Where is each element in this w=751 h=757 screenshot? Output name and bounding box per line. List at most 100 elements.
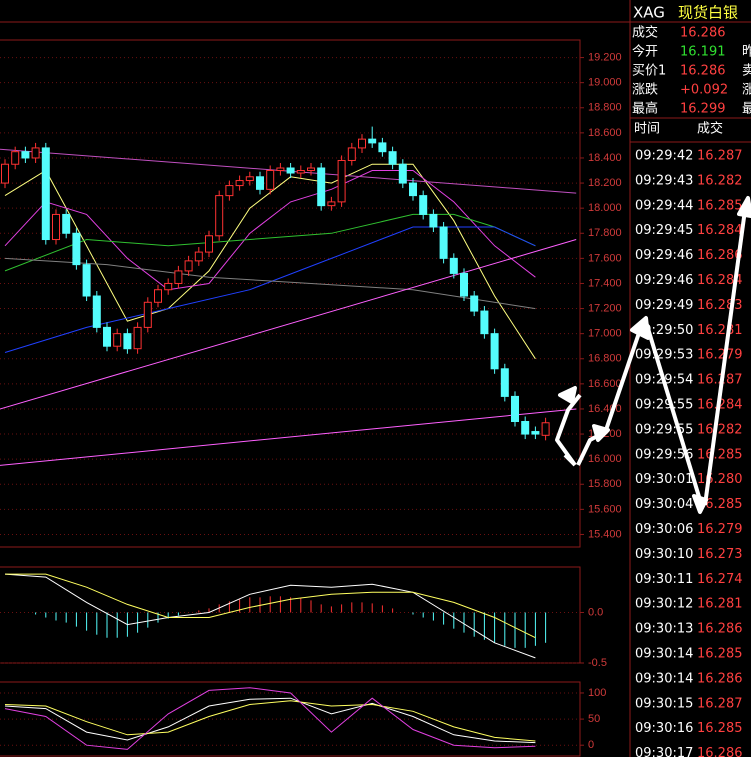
quote-value: 16.299 [680,102,726,117]
indicator-line [4,573,536,659]
quote-label-cut: 昨 [742,45,751,60]
trade-time: 09:29:42 [635,149,693,164]
arrow [644,321,702,501]
trade-price: 16.274 [697,572,743,587]
y-tick-label: 15.600 [588,503,622,515]
trade-price: 16.286 [697,671,743,686]
candle-body [521,421,530,435]
candle-body [541,422,550,436]
trade-price: 16.281 [697,597,743,612]
candle-body [245,176,254,182]
arrow-annotations [555,196,751,514]
y-tick-label: 18.200 [588,177,622,189]
candle-body [531,431,540,435]
y-tick-label: -0.5 [588,657,607,669]
trade-time: 09:29:55 [635,422,693,437]
candle-body [358,138,366,149]
quote-label: 今开 [632,44,658,60]
trade-time: 09:30:06 [635,522,693,537]
candle-body [215,195,224,237]
trade-time: 09:29:46 [635,248,693,263]
indicator-line [5,573,536,639]
candle-body [266,170,275,190]
quote-label-cut: 卖 [742,64,751,79]
y-tick-label: 0 [588,739,594,751]
quote-label: 最高 [632,101,658,117]
candle-body [52,213,60,241]
symbol: XAG [633,4,665,22]
candle-body [429,213,438,228]
chart-layer: 15.40015.60015.80016.00016.20016.40016.6… [0,4,751,757]
instrument-name: 现货白银 [678,4,738,22]
trade-time: 09:29:46 [635,273,693,288]
y-tick-label: 17.000 [588,328,622,340]
trade-price: 16.281 [697,323,743,338]
candle-body [388,151,397,165]
quote-value: 16.286 [680,26,726,41]
trade-time: 09:30:13 [635,622,693,637]
trade-time: 09:30:10 [635,547,693,562]
indicator-line [4,697,536,744]
arrow [604,329,642,431]
trade-price: 16.287 [697,149,743,164]
candle-body [103,326,111,347]
trade-price: 16.282 [697,422,743,437]
arrow [703,209,747,506]
candle-body [11,151,20,165]
quote-value: +0.092 [680,83,728,98]
y-tick-label: 18.600 [588,127,622,139]
trades-header: 成交 [697,121,723,137]
candle-body [184,260,193,272]
quote-label-cut: 最 [742,102,751,117]
candle-body [500,368,509,397]
y-tick-label: 17.600 [588,252,622,264]
trade-time: 09:29:45 [635,223,693,238]
candle-body [194,251,203,262]
trade-time: 09:29:55 [635,398,693,413]
candle-body [31,147,40,159]
candle-body [470,295,479,312]
candle-body [133,326,142,350]
indicator-line [0,408,577,466]
indicator-line [0,239,577,410]
trade-price: 16.287 [697,373,743,388]
y-tick-label: 19.000 [588,77,622,89]
candle-body [439,226,448,259]
trade-time: 09:30:17 [635,746,693,757]
candle-body [41,147,50,241]
y-tick-label: 16.600 [588,378,622,390]
trade-price: 16.280 [697,472,743,487]
quote-label: 涨跌 [632,82,658,98]
candle-body [1,163,9,184]
trade-time: 09:30:14 [635,647,693,662]
arrow-head [692,494,708,514]
candle-body [256,176,264,190]
trade-price: 16.285 [697,198,743,213]
trade-time: 09:29:56 [635,447,693,462]
y-tick-label: 16.000 [588,453,622,465]
candle-body [511,395,519,423]
trade-time: 09:30:14 [635,671,693,686]
candle-body [368,138,377,144]
trade-time: 09:29:49 [635,298,693,313]
trade-time: 09:30:04 [635,497,693,512]
candle-body [337,159,346,203]
trade-price: 16.287 [697,696,743,711]
candle-body [449,257,458,274]
candle-body [164,282,173,291]
macd-panel-frame [0,566,581,664]
trade-time: 09:30:16 [635,721,693,736]
candle-body [317,167,326,207]
arrow [563,453,577,467]
candle-body [205,235,213,253]
candle-body [225,185,234,197]
indicator-line [4,687,536,750]
quote-label: 成交 [632,25,658,41]
trade-price: 16.286 [697,622,743,637]
candle-body [398,163,407,184]
y-tick-label: 18.400 [588,152,622,164]
quote-value: 16.286 [680,64,726,79]
candle-body [307,167,315,172]
